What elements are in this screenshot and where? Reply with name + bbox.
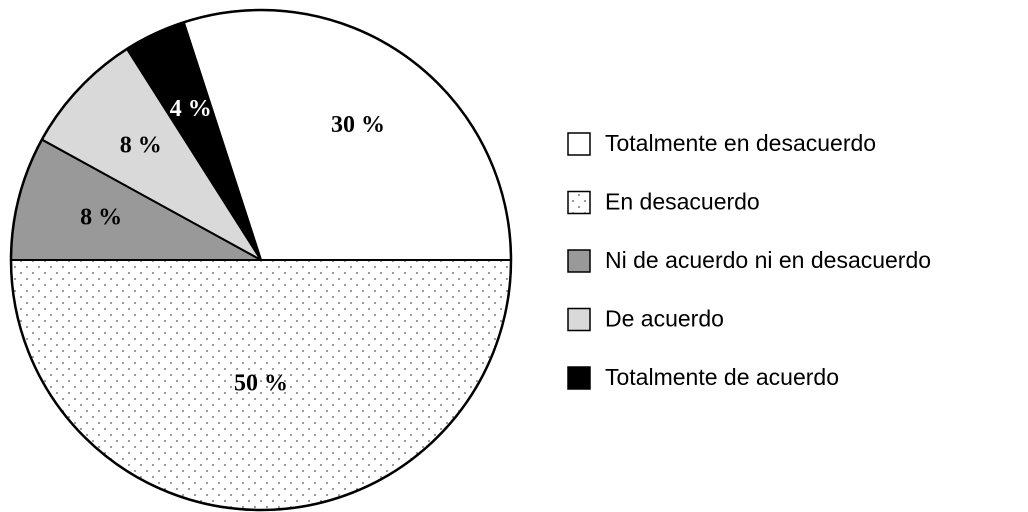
legend-label: Totalmente en desacuerdo (605, 130, 876, 156)
slice-label: 50 % (234, 371, 288, 397)
legend-swatch (567, 307, 591, 332)
pie-rim (9, 8, 513, 512)
legend-swatch (567, 249, 591, 273)
legend-label: Ni de acuerdo ni en desacuerdo (605, 247, 931, 273)
slice-label: 4 % (170, 96, 212, 122)
slice-label: 8 % (120, 133, 162, 159)
slice-label: 8 % (80, 204, 122, 230)
legend-swatch (567, 132, 591, 156)
legend-label: Totalmente de acuerdo (605, 364, 839, 390)
legend-swatch (567, 366, 591, 390)
legend-label: De acuerdo (605, 306, 724, 332)
legend-swatch (567, 190, 591, 215)
legend-label: En desacuerdo (605, 189, 760, 215)
slice-label: 30 % (331, 112, 385, 138)
